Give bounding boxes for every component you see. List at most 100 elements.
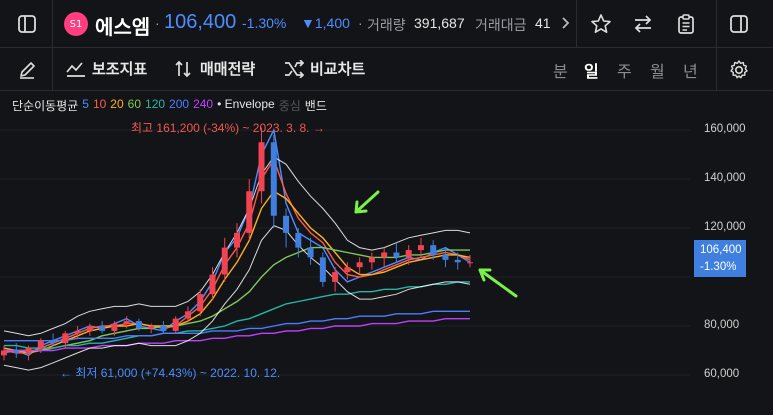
y-tick-120000: 120,000	[704, 221, 746, 233]
candle-body	[234, 232, 240, 248]
stock-logo: S1	[64, 12, 88, 36]
tag-change: -1.30%	[700, 261, 737, 273]
candle	[295, 228, 302, 258]
indicator-label: 보조지표	[92, 61, 148, 78]
candle-body	[86, 326, 93, 331]
candle-body	[467, 262, 473, 264]
candle-body	[62, 333, 69, 344]
candle	[270, 134, 277, 228]
dot-separator-2: ·	[358, 15, 363, 31]
candle-body	[246, 191, 253, 233]
compare-label: 비교차트	[310, 61, 366, 78]
y-tick-60000: 60,000	[704, 368, 740, 380]
star-icon[interactable]	[588, 11, 614, 37]
period-minute[interactable]: 분	[553, 64, 568, 81]
series-line-envelope-lower	[3, 225, 471, 371]
candle-body	[258, 142, 265, 192]
candle-body	[13, 350, 20, 353]
candle	[25, 345, 32, 361]
candle	[405, 245, 412, 265]
series-line-240	[4, 317, 470, 352]
candle	[319, 252, 326, 287]
candle	[356, 257, 363, 275]
price-chart[interactable]	[0, 90, 773, 415]
candle	[50, 333, 57, 346]
moving-average-legend[interactable]: 단순이동평균 5 10 20 60 120 200 240 • Envelope…	[12, 97, 327, 114]
candle-body	[111, 323, 118, 331]
candle	[344, 262, 351, 280]
compare-button[interactable]: 비교차트	[284, 58, 365, 79]
candle-body	[381, 252, 388, 258]
legend-envelope: • Envelope	[217, 97, 275, 111]
strategy-button[interactable]: 매매전략	[174, 58, 255, 79]
amount-value: 41	[535, 15, 551, 31]
candle	[148, 323, 155, 334]
candle-body	[1, 350, 7, 356]
legend-band: 밴드	[304, 99, 327, 113]
current-price-tag: 106,400 -1.30%	[694, 240, 746, 277]
candle	[62, 330, 69, 349]
strategy-label: 매매전략	[200, 61, 256, 78]
candle-body	[50, 340, 57, 344]
candle	[307, 237, 314, 265]
candle-body	[184, 311, 191, 319]
candle-body	[221, 247, 228, 275]
indicator-button[interactable]: 보조지표	[66, 58, 147, 79]
y-tick-160000: 160,000	[704, 123, 746, 135]
change-percent: -1.30%	[242, 15, 287, 31]
candle-body	[99, 326, 106, 331]
candle-body	[123, 321, 130, 324]
candle	[37, 338, 44, 353]
candle-body	[332, 272, 339, 282]
tag-price: 106,400	[700, 244, 742, 256]
panel-toggle-icon[interactable]	[726, 11, 752, 37]
candle	[393, 242, 400, 263]
candle-body	[197, 294, 204, 312]
period-day[interactable]: 일	[584, 64, 599, 81]
candle-body	[344, 267, 351, 273]
pencil-icon[interactable]	[14, 57, 40, 83]
chevron-right-icon[interactable]	[558, 13, 574, 33]
clipboard-icon[interactable]	[673, 11, 699, 37]
series-line-200	[4, 310, 470, 342]
candle-body	[356, 262, 363, 268]
candle	[246, 179, 253, 241]
volume-label: 거래량	[367, 17, 406, 33]
swap-icon[interactable]	[630, 11, 656, 37]
candle	[86, 323, 93, 336]
candle	[1, 345, 7, 361]
legend-ma-200: 200	[169, 97, 190, 111]
sidebar-toggle-icon[interactable]	[14, 11, 40, 37]
candle-body	[307, 247, 314, 258]
legend-ma-20: 20	[110, 97, 124, 111]
candle-body	[442, 254, 449, 260]
candle	[111, 321, 118, 336]
period-year[interactable]: 년	[683, 64, 698, 81]
legend-ma-60: 60	[127, 97, 142, 111]
y-tick-140000: 140,000	[704, 172, 746, 184]
candle	[417, 237, 424, 258]
candle-body	[37, 340, 44, 349]
top-bar: S1 에스엠 · 106,400 -1.30% ▼1,400 · 거래량 391…	[0, 0, 773, 48]
period-month[interactable]: 월	[650, 64, 665, 81]
indicator-icon	[66, 61, 85, 77]
legend-ma-240: 240	[193, 97, 214, 111]
chart-toolbar: 보조지표 매매전략 비교차트 분 일 주 월 년	[0, 48, 773, 91]
candle-body	[417, 245, 424, 251]
candle-body	[172, 318, 179, 331]
candle	[74, 326, 81, 339]
candle	[135, 318, 142, 331]
candle	[332, 267, 339, 292]
candle	[258, 127, 265, 204]
stock-name[interactable]: 에스엠	[95, 17, 151, 39]
high-price-annotation: 최고 161,200 (-34%) ~ 2023. 3. 8. →	[131, 121, 325, 135]
candle-body	[160, 326, 167, 331]
series-line-120	[4, 281, 470, 349]
change-absolute: ▼1,400	[301, 15, 350, 31]
candle-body	[319, 257, 326, 282]
gear-icon[interactable]	[726, 57, 752, 83]
candle-body	[295, 232, 302, 248]
low-price-annotation: ← 최저 61,000 (+74.43%) ~ 2022. 10. 12.	[60, 366, 281, 380]
candle-body	[135, 321, 142, 329]
period-week[interactable]: 주	[617, 64, 632, 81]
